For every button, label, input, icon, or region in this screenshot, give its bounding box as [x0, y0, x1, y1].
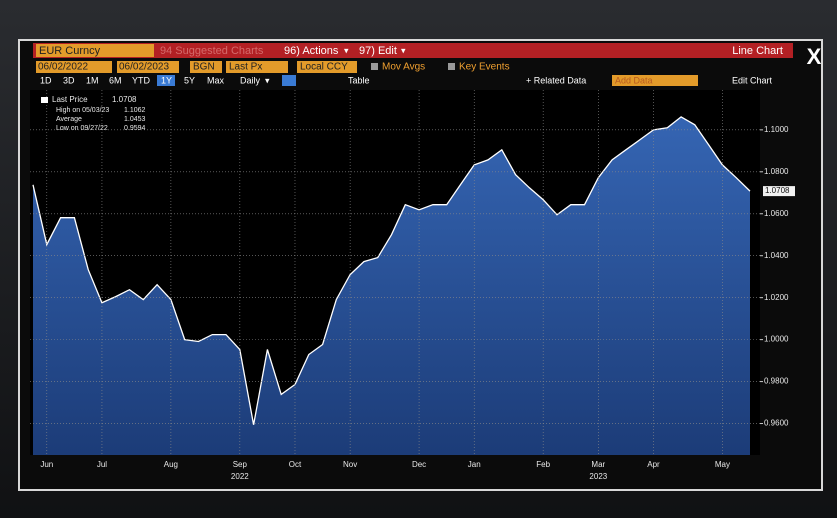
source-field[interactable]: [190, 61, 222, 73]
frequency[interactable]: Daily: [240, 75, 261, 85]
stat-value: 1.1062: [124, 107, 146, 114]
checkbox[interactable]: [448, 63, 455, 70]
stat-value: 1.0453: [124, 116, 146, 123]
field-field[interactable]: [226, 61, 288, 73]
y-tick-label: 0.9600: [764, 419, 789, 428]
end-date-field[interactable]: [117, 61, 179, 73]
mov-avgs[interactable]: Mov Avgs: [382, 62, 425, 73]
currency: Local CCY: [300, 62, 348, 73]
legend-value: 1.0708: [112, 95, 137, 104]
stat-label: Low on 09/27/22: [56, 125, 108, 132]
actions-menu[interactable]: 96) Actions: [284, 45, 339, 57]
start-date-field[interactable]: [36, 61, 112, 73]
header-bar: [33, 43, 793, 58]
y-tick-label: 1.1000: [764, 125, 789, 134]
x-tick-label: Mar: [591, 460, 605, 469]
x-tick-label: Dec: [412, 460, 426, 469]
source: BGN: [193, 62, 215, 73]
checkbox[interactable]: [371, 63, 378, 70]
end-date: 06/02/2023: [119, 62, 169, 73]
period-button[interactable]: 1M: [86, 75, 99, 85]
add-data-field[interactable]: [612, 75, 698, 86]
edit-menu[interactable]: 97) Edit: [359, 45, 397, 57]
year-label: 2023: [589, 472, 607, 481]
table-button[interactable]: Table: [348, 75, 370, 85]
period-selected: [157, 75, 175, 86]
x-tick-label: Jul: [97, 460, 107, 469]
period-button[interactable]: 6M: [109, 75, 122, 85]
x-tick-label: Aug: [164, 460, 178, 469]
stat-label: High on 05/03/23: [56, 107, 109, 114]
key-events[interactable]: Key Events: [459, 62, 510, 73]
menu-arrow: ▾: [265, 75, 270, 85]
period-button[interactable]: YTD: [132, 75, 151, 85]
stat-label: Average: [56, 116, 82, 123]
x-tick-label: Apr: [647, 460, 660, 469]
x-tick-label: Feb: [536, 460, 550, 469]
y-tick-label: 1.0200: [764, 293, 789, 302]
year-label: 2022: [231, 472, 249, 481]
x-tick-label: Sep: [233, 460, 248, 469]
x-tick-label: May: [715, 460, 730, 469]
stat-value: 0.9594: [124, 125, 146, 132]
period-button[interactable]: 5Y: [184, 75, 195, 85]
legend-swatch: [41, 97, 48, 103]
last-price-label: 1.0708: [765, 186, 790, 195]
y-tick-label: 1.0600: [764, 209, 789, 218]
field: Last Px: [229, 62, 262, 73]
security: EUR Curncy: [39, 45, 101, 57]
y-tick-label: 1.0800: [764, 167, 789, 176]
legend-name: Last Price: [52, 95, 88, 104]
menu-arrow: ▾: [401, 45, 406, 55]
add-data: Add Data: [615, 75, 653, 85]
line: [32, 116, 751, 425]
area: [33, 116, 750, 456]
period-buttons: 1D 3D 1M 6M YTD 1Y 5Y Max: [40, 75, 225, 86]
period-button[interactable]: 3D: [63, 75, 75, 85]
close-button[interactable]: X: [807, 44, 822, 69]
related-data[interactable]: + Related Data: [526, 75, 586, 85]
security-field[interactable]: [36, 44, 154, 57]
line-chart-button[interactable]: [282, 75, 296, 86]
start-date: 06/02/2022: [38, 62, 88, 73]
edit-chart[interactable]: Edit Chart: [732, 75, 773, 85]
last-price-tag: [763, 186, 795, 197]
y-tick-label: 0.9800: [764, 377, 789, 386]
chart: 0.9600 0.9800 1.0000 1.0200 1.0400 1.0600 1.08…: [30, 90, 795, 481]
y-tick-label: 1.0400: [764, 251, 789, 260]
x-tick-label: Jun: [40, 460, 53, 469]
period-button[interactable]: 1Y: [161, 75, 172, 85]
period-button[interactable]: 1D: [40, 75, 52, 85]
chart-type: Line Chart: [732, 45, 783, 57]
x-tick-label: Nov: [343, 460, 357, 469]
period-button[interactable]: Max: [207, 75, 225, 85]
currency-field[interactable]: [297, 61, 357, 73]
x-tick-label: Jan: [468, 460, 481, 469]
y-tick-label: 1.0000: [764, 335, 789, 344]
x-tick-label: Oct: [289, 460, 302, 469]
menu-arrow: ▾: [344, 45, 349, 55]
suggested-charts[interactable]: 94 Suggested Charts: [160, 45, 264, 57]
